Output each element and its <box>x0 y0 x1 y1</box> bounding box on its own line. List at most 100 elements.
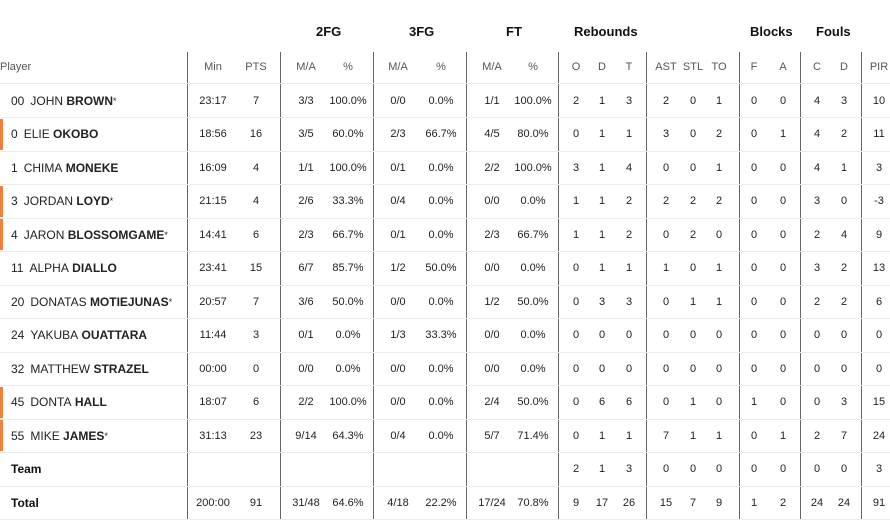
header-to[interactable]: TO <box>711 61 727 73</box>
player-name[interactable]: 1 CHIMA MONEKE <box>11 151 186 184</box>
stat-ft-made-attempted: 4/5 <box>484 128 500 140</box>
stat-3fg-made-attempted: 2/3 <box>390 128 406 140</box>
stat-turnovers: 0 <box>715 362 723 375</box>
header-pts[interactable]: PTS <box>245 61 267 73</box>
stat-2fg-percent: 0.0% <box>335 329 361 341</box>
stat-3fg-made-attempted: 0/0 <box>390 94 406 107</box>
stat-fouls-drawn: 7 <box>840 429 848 442</box>
player-name[interactable]: 24 YAKUBA OUATTARA <box>11 319 186 352</box>
stat-points: 4 <box>252 195 260 207</box>
header-ft-ma[interactable]: M/A <box>482 61 502 73</box>
header-block-a[interactable]: A <box>779 61 787 73</box>
stat-assists: 0 <box>662 329 670 341</box>
header-block-f[interactable]: F <box>750 61 758 73</box>
header-min[interactable]: Min <box>204 61 222 73</box>
player-name[interactable]: 55 MIKE JAMES * <box>11 419 186 452</box>
player-row[interactable]: 00 JOHN BROWN * 23:17 7 3/3 100.0% 0/0 0.0% 1/1 10… <box>0 84 890 118</box>
header-player[interactable]: Player <box>0 61 32 73</box>
player-row[interactable]: 4 JARON BLOSSOMGAME * 14:41 6 2/3 66.7% 0/1 0.0%… <box>0 218 890 252</box>
stat-offensive-rebounds: 3 <box>572 161 580 174</box>
separator <box>646 52 647 520</box>
stat-ft-percent: 0.0% <box>520 362 546 375</box>
stat-blocks-favor: 0 <box>750 94 758 107</box>
header-pir[interactable]: PIR <box>869 61 889 73</box>
player-row[interactable]: 32 MATTHEW STRAZEL 00:00 0 0/0 0.0% 0/0 0.0% 0/0… <box>0 352 890 386</box>
player-last-name: DIALLO <box>72 261 117 275</box>
row-label: Team <box>11 453 186 486</box>
stat-2fg-percent: 100.0% <box>329 396 367 408</box>
header-reb-t[interactable]: T <box>625 61 633 73</box>
player-last-name: MOTIEJUNAS <box>89 294 169 309</box>
header-3fg-pct[interactable]: % <box>436 61 446 73</box>
player-row[interactable]: 45 DONTA HALL 18:07 6 2/2 100.0% 0/0 0.0% 2/4 50.… <box>0 386 890 420</box>
header-reb-o[interactable]: O <box>571 61 581 73</box>
stat-blocks-against: 0 <box>779 295 787 308</box>
header-ft-pct[interactable]: % <box>528 61 538 73</box>
stat-ft-percent: 80.0% <box>517 128 549 140</box>
row-accent-bar <box>0 185 3 217</box>
player-row[interactable]: 11 ALPHA DIALLO 23:41 15 6/7 85.7% 1/2 50.0% 0/0… <box>0 252 890 286</box>
header-stl[interactable]: STL <box>682 61 704 73</box>
stat-ft-percent: 50.0% <box>517 396 549 408</box>
stat-steals: 0 <box>689 94 697 107</box>
stat-ft-percent: 66.7% <box>517 228 549 241</box>
stat-total-rebounds: 1 <box>625 128 633 140</box>
header-3fg-ma[interactable]: M/A <box>388 61 408 73</box>
player-name[interactable]: 0 ELIE OKOBO <box>11 118 186 151</box>
player-name[interactable]: 4 JARON BLOSSOMGAME * <box>11 218 186 251</box>
stat-pir: 91 <box>872 496 886 509</box>
stat-2fg-percent: 60.0% <box>332 128 364 140</box>
player-row[interactable]: 55 MIKE JAMES * 31:13 23 9/14 64.3% 0/4 0.0% 5/7 7… <box>0 419 890 453</box>
stat-fouls-committed: 2 <box>813 295 821 308</box>
stat-blocks-favor: 0 <box>750 161 758 174</box>
player-name[interactable]: 32 MATTHEW STRAZEL <box>11 352 186 385</box>
stat-steals: 1 <box>689 396 697 408</box>
stat-defensive-rebounds: 1 <box>598 262 606 274</box>
stat-ft-made-attempted: 0/0 <box>484 195 500 207</box>
player-row[interactable]: 3 JORDAN LOYD * 21:15 4 2/6 33.3% 0/4 0.0% 0/0 0.0… <box>0 185 890 219</box>
row-label: Total <box>11 486 186 519</box>
stat-ft-made-attempted: 5/7 <box>484 429 500 442</box>
jersey-number: 32 <box>11 361 25 376</box>
stat-points: 7 <box>252 295 260 308</box>
stat-2fg-percent: 33.3% <box>332 195 364 207</box>
starter-marker: * <box>113 95 117 106</box>
player-name[interactable]: 20 DONATAS MOTIEJUNAS * <box>11 285 186 318</box>
stat-ft-percent <box>513 453 553 486</box>
player-row[interactable]: 20 DONATAS MOTIEJUNAS * 20:57 7 3/6 50.0% 0/0 0.… <box>0 285 890 319</box>
header-reb-d[interactable]: D <box>598 61 606 73</box>
stat-ft-percent: 70.8% <box>517 496 549 509</box>
stat-2fg-made-attempted: 3/5 <box>298 128 314 140</box>
header-foul-c[interactable]: C <box>813 61 821 73</box>
header-2fg-pct[interactable]: % <box>343 61 353 73</box>
player-name[interactable]: 11 ALPHA DIALLO <box>11 252 186 285</box>
player-name[interactable]: 45 DONTA HALL <box>11 386 186 419</box>
player-row[interactable]: 0 ELIE OKOBO 18:56 16 3/5 60.0% 2/3 66.7% 4/5 80.… <box>0 118 890 152</box>
player-row[interactable]: 24 YAKUBA OUATTARA 11:44 3 0/1 0.0% 1/3 33.3% 0/… <box>0 319 890 353</box>
stat-fouls-drawn: 3 <box>840 94 848 107</box>
stat-fouls-drawn: 0 <box>840 463 848 475</box>
player-name[interactable]: 3 JORDAN LOYD * <box>11 185 186 218</box>
stat-pir: 13 <box>872 262 886 274</box>
player-row[interactable]: 1 CHIMA MONEKE 16:09 4 1/1 100.0% 0/1 0.0% 2/2 10… <box>0 151 890 185</box>
stat-minutes: 23:41 <box>199 262 227 274</box>
header-ast[interactable]: AST <box>655 61 677 73</box>
separator <box>800 52 801 520</box>
player-first-name: ELIE <box>23 127 50 141</box>
stat-3fg-percent <box>421 453 461 486</box>
header-foul-d[interactable]: D <box>840 61 848 73</box>
stat-fouls-drawn: 0 <box>840 195 848 207</box>
stat-blocks-against: 0 <box>779 396 787 408</box>
stat-turnovers: 0 <box>715 463 723 475</box>
stat-fouls-drawn: 0 <box>840 362 848 375</box>
stat-minutes: 23:17 <box>199 94 227 107</box>
stat-pir: 9 <box>875 228 883 241</box>
player-first-name: MIKE <box>30 428 60 443</box>
stat-ft-percent: 50.0% <box>517 295 549 308</box>
player-name[interactable]: 00 JOHN BROWN * <box>11 84 186 117</box>
header-2fg-ma[interactable]: M/A <box>296 61 316 73</box>
jersey-number: 00 <box>11 93 25 108</box>
stat-total-rebounds: 6 <box>625 396 633 408</box>
player-first-name: DONTA <box>30 395 72 409</box>
separator <box>280 52 281 520</box>
